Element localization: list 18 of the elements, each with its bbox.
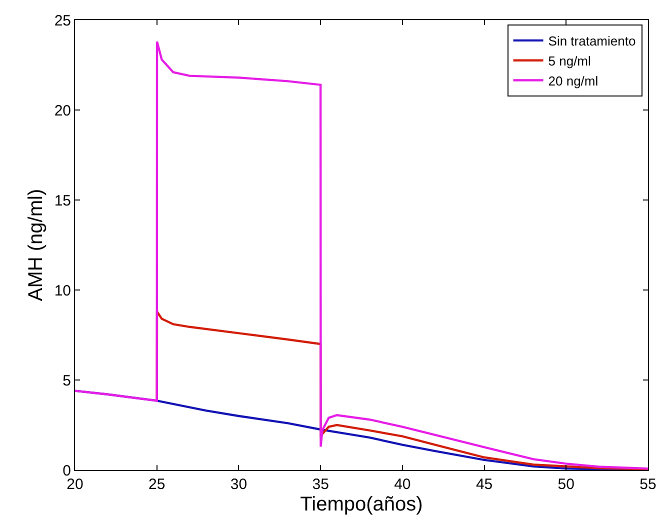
legend-label: 20 ng/ml (548, 73, 598, 88)
x-tick-label: 25 (148, 476, 166, 493)
y-axis-title: AMH (ng/ml) (24, 188, 47, 302)
legend-label: Sin tratamiento (548, 34, 636, 49)
y-tick-label: 20 (54, 102, 71, 120)
y-tick-label: 10 (54, 282, 71, 300)
x-tick-label: 55 (640, 476, 656, 493)
x-tick-label: 30 (230, 476, 248, 493)
x-tick-label: 45 (476, 476, 493, 493)
y-tick-label: 5 (62, 372, 71, 390)
y-tick-label: 0 (62, 462, 71, 480)
legend-label: 5 ng/ml (548, 53, 592, 68)
x-axis-title: Tiempo(años) (300, 494, 423, 516)
y-tick-label: 25 (54, 12, 71, 30)
y-tick-label: 15 (54, 192, 71, 210)
x-tick-label: 50 (558, 476, 574, 493)
x-tick-label: 35 (312, 476, 329, 493)
x-tick-label: 40 (394, 476, 411, 493)
